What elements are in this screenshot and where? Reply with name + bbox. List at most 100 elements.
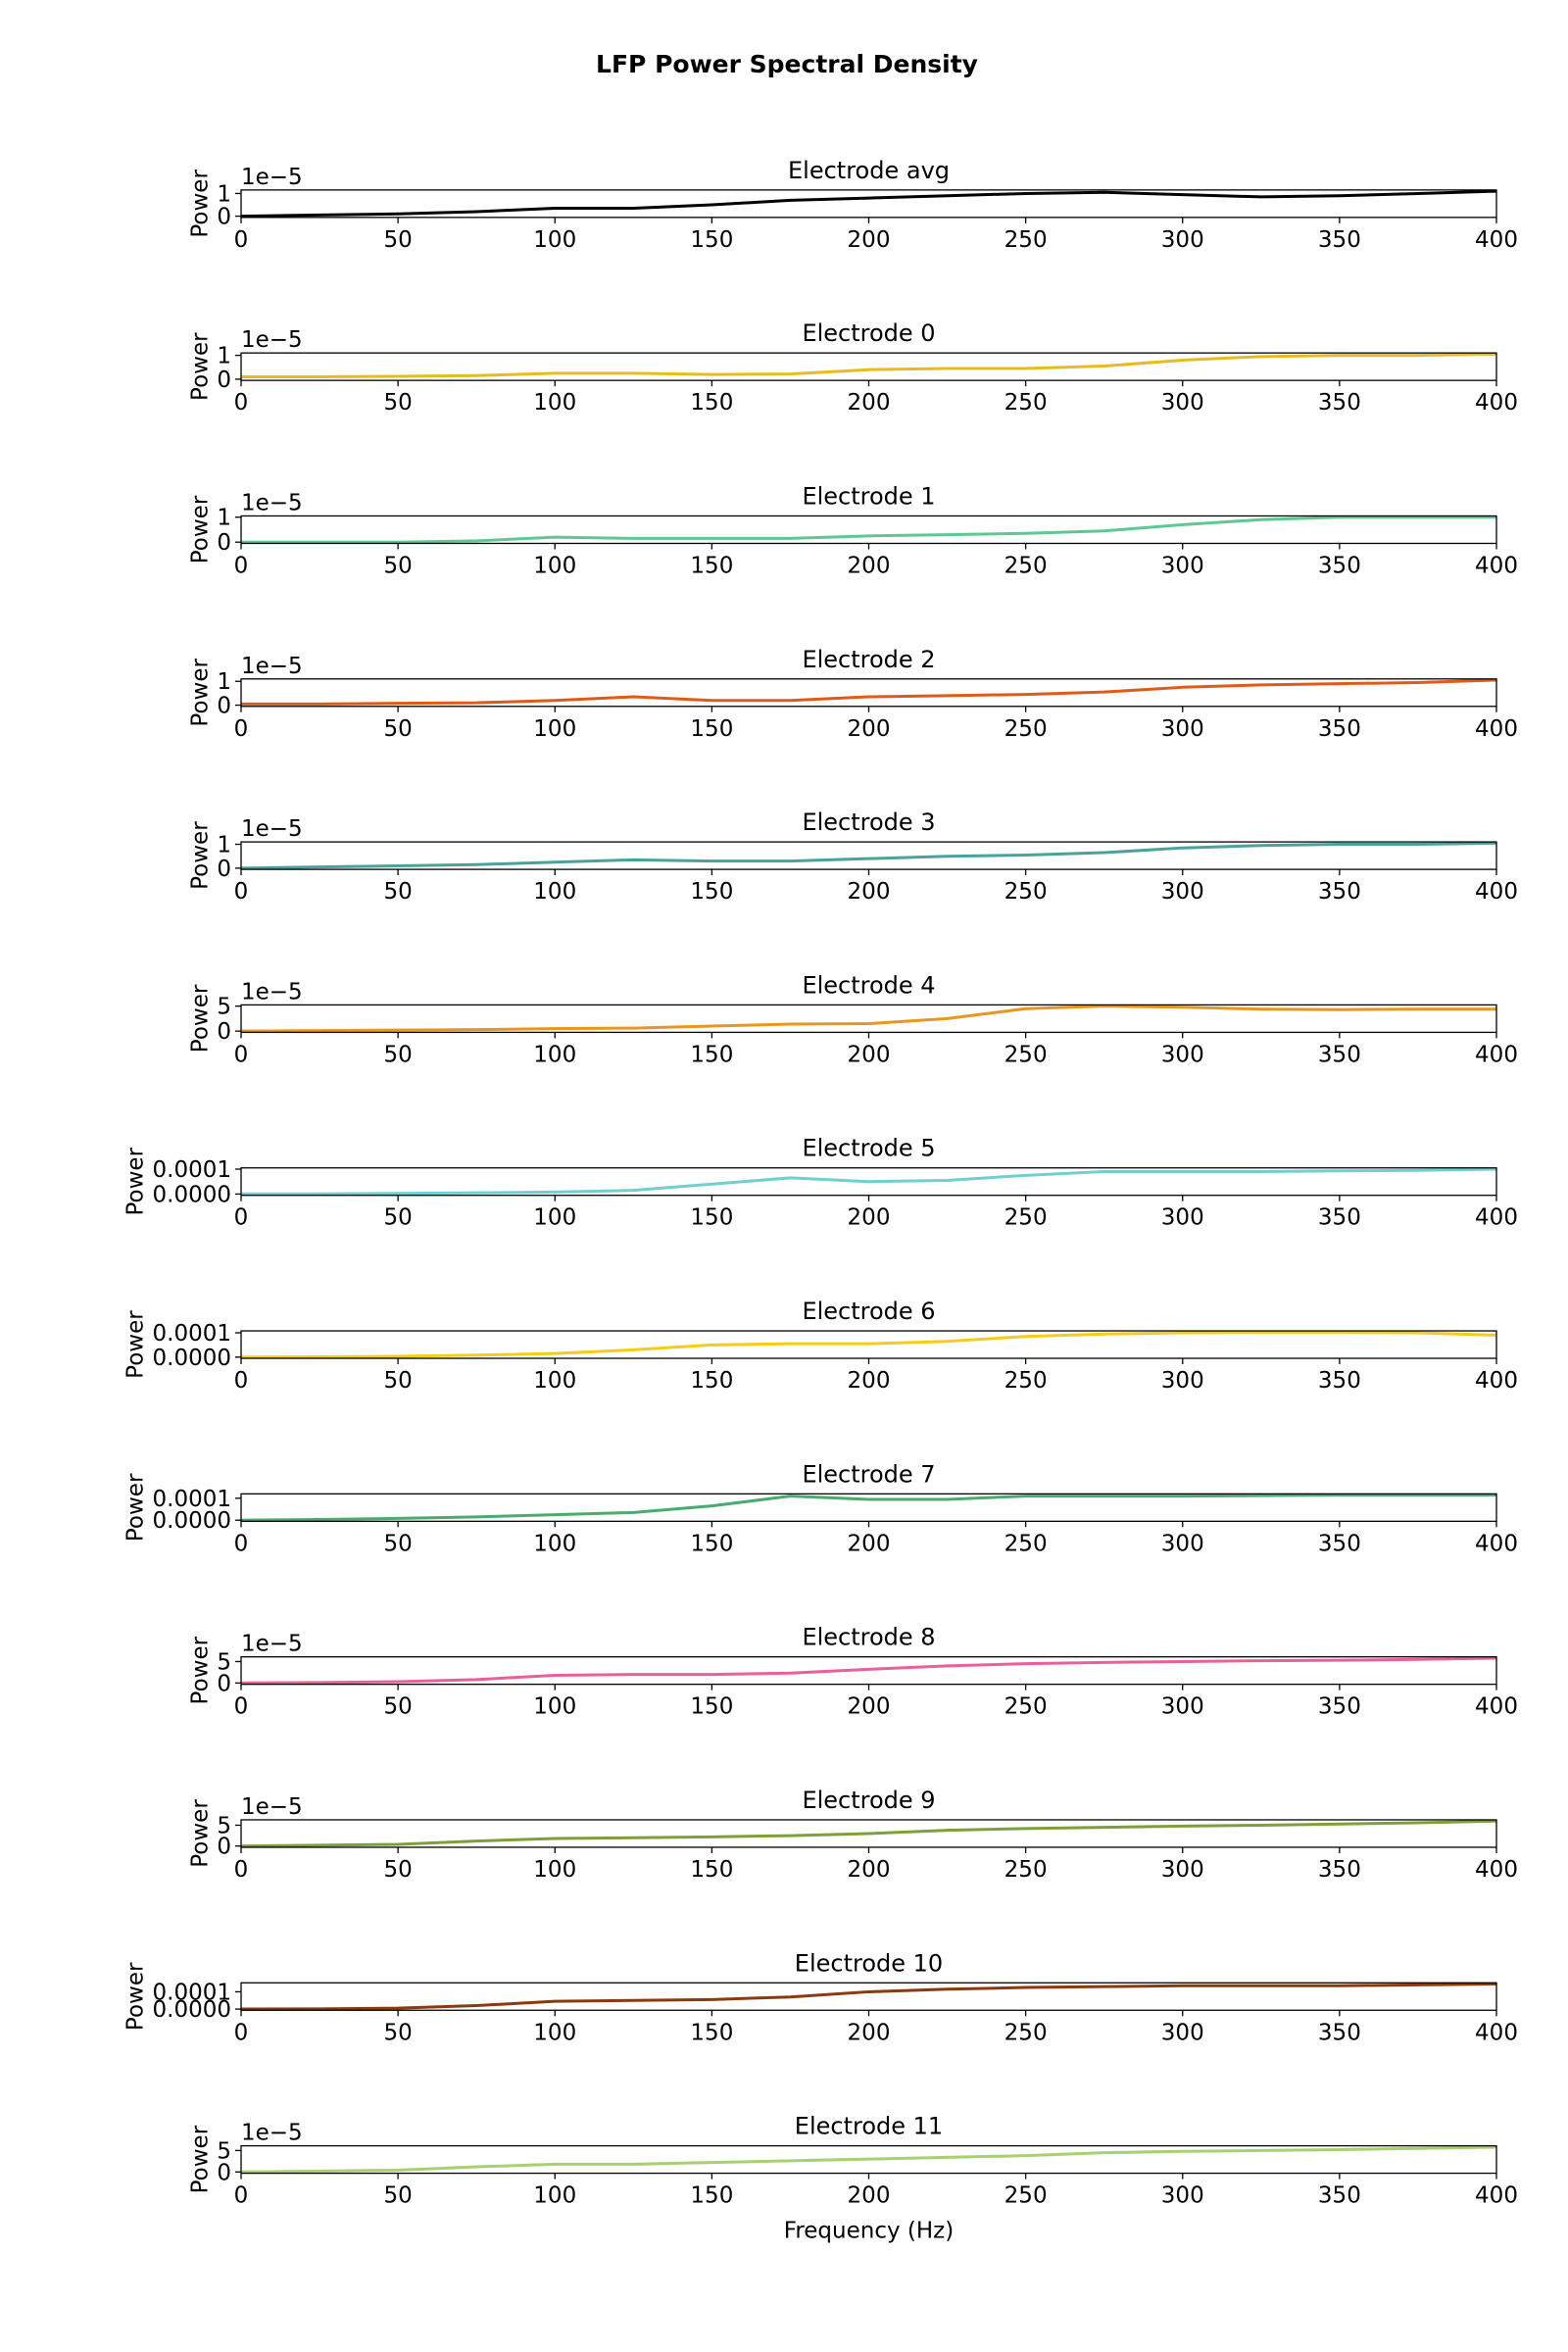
x-tick-label: 150 [690, 2020, 733, 2045]
x-tick-label: 100 [533, 716, 576, 742]
x-tick-label: 400 [1475, 2020, 1518, 2045]
x-tick-label: 350 [1318, 2183, 1361, 2209]
x-tick-label: 50 [383, 390, 412, 416]
x-tick-label: 100 [533, 390, 576, 416]
x-tick-label: 50 [383, 879, 412, 905]
x-tick-label: 150 [690, 716, 733, 742]
y-axis-label: Power [187, 1799, 213, 1868]
x-tick-label: 150 [690, 1368, 733, 1394]
x-tick-label: 0 [234, 390, 249, 416]
y-tick-label: 0.0001 [153, 1321, 231, 1347]
x-tick-label: 200 [848, 879, 891, 905]
x-tick-label: 0 [234, 1205, 249, 1231]
x-tick-label: 400 [1475, 1531, 1518, 1556]
x-tick-label: 250 [1004, 1857, 1048, 1883]
y-axis-label: Power [187, 658, 213, 726]
y-axis-label: Power [123, 1962, 149, 2031]
y-tick-label: 1 [217, 344, 231, 369]
y-tick-label: 1 [217, 506, 231, 531]
x-tick-label: 0 [234, 1368, 249, 1394]
x-tick-label: 200 [848, 1857, 891, 1883]
x-tick-label: 0 [234, 1042, 249, 1067]
x-tick-label: 400 [1475, 1205, 1518, 1231]
x-tick-label: 200 [848, 553, 891, 578]
axes-frame [240, 1982, 1497, 2011]
data-line [240, 841, 1497, 870]
axes-frame [240, 1004, 1497, 1034]
x-tick-label: 200 [848, 2183, 891, 2209]
y-tick-label: 0.0000 [153, 1508, 231, 1534]
x-tick-label: 50 [383, 1857, 412, 1883]
x-tick-label: 50 [383, 1205, 412, 1231]
x-tick-label: 150 [690, 390, 733, 416]
subplot-title: Electrode 0 [802, 319, 935, 347]
x-tick-label: 100 [533, 1205, 576, 1231]
x-tick-label: 200 [848, 227, 891, 253]
subplot-title: Electrode 3 [802, 808, 935, 836]
subplot: Electrode 7 0 50 100 150 200 250 300 350 400 0.000… [123, 1460, 1518, 1556]
x-tick-label: 50 [383, 1368, 412, 1394]
x-tick-label: 100 [533, 227, 576, 253]
y-axis-label: Power [187, 1636, 213, 1704]
y-tick-label: 1 [217, 833, 231, 858]
y-axis-label: Power [123, 1310, 149, 1379]
x-tick-label: 350 [1318, 553, 1361, 578]
x-tick-label: 400 [1475, 879, 1518, 905]
axes-frame [240, 841, 1497, 870]
x-tick-label: 350 [1318, 390, 1361, 416]
x-tick-label: 250 [1004, 2020, 1048, 2045]
x-tick-label: 250 [1004, 2183, 1048, 2209]
x-tick-label: 200 [848, 716, 891, 742]
data-line [240, 189, 1497, 219]
x-tick-label: 0 [234, 716, 249, 742]
subplot-title: Electrode 4 [802, 971, 935, 999]
y-axis-label: Power [187, 332, 213, 401]
y-axis-label: Power [187, 2125, 213, 2193]
x-tick-label: 150 [690, 1857, 733, 1883]
subplot-title: Electrode 9 [802, 1787, 935, 1814]
x-tick-label: 50 [383, 2020, 412, 2045]
x-tick-label: 200 [848, 2020, 891, 2045]
x-tick-label: 100 [533, 2020, 576, 2045]
subplot-title: Electrode 5 [802, 1135, 935, 1162]
y-tick-label: 5 [217, 995, 231, 1020]
x-tick-label: 300 [1161, 1531, 1204, 1556]
y-tick-label: 0.0000 [153, 1346, 231, 1371]
x-tick-label: 350 [1318, 227, 1361, 253]
x-tick-label: 100 [533, 1042, 576, 1067]
y-tick-label: 0.0000 [153, 1997, 231, 2023]
subplot-title: Electrode 6 [802, 1298, 935, 1325]
x-tick-label: 250 [1004, 553, 1048, 578]
x-tick-label: 250 [1004, 1368, 1048, 1394]
data-line [240, 1656, 1497, 1685]
x-tick-label: 0 [234, 1531, 249, 1556]
y-tick-label: 0 [217, 1671, 231, 1696]
x-tick-label: 200 [848, 1694, 891, 1720]
subplot-title: Electrode 10 [795, 1949, 943, 1977]
x-tick-label: 200 [848, 390, 891, 416]
x-tick-label: 150 [690, 2183, 733, 2209]
x-tick-label: 250 [1004, 1694, 1048, 1720]
x-tick-label: 200 [848, 1205, 891, 1231]
y-axis-label: Power [187, 821, 213, 890]
x-tick-label: 100 [533, 2183, 576, 2209]
x-tick-label: 350 [1318, 2020, 1361, 2045]
x-tick-label: 0 [234, 553, 249, 578]
x-tick-label: 250 [1004, 1531, 1048, 1556]
y-tick-label: 0 [217, 368, 231, 393]
x-tick-label: 400 [1475, 1368, 1518, 1394]
subplot-title: Electrode 1 [802, 482, 935, 510]
subplot-title: Electrode 7 [802, 1460, 935, 1488]
x-tick-label: 300 [1161, 2183, 1204, 2209]
x-tick-label: 100 [533, 879, 576, 905]
x-tick-label: 300 [1161, 1857, 1204, 1883]
offset-text: 1e−5 [241, 490, 303, 515]
axes-frame [240, 2144, 1497, 2175]
data-line [241, 1167, 1497, 1196]
y-tick-label: 1 [217, 669, 231, 695]
x-tick-label: 250 [1004, 390, 1048, 416]
figure-title: LFP Power Spectral Density [596, 50, 978, 78]
x-tick-label: 400 [1475, 553, 1518, 578]
axes-frame [240, 514, 1497, 545]
